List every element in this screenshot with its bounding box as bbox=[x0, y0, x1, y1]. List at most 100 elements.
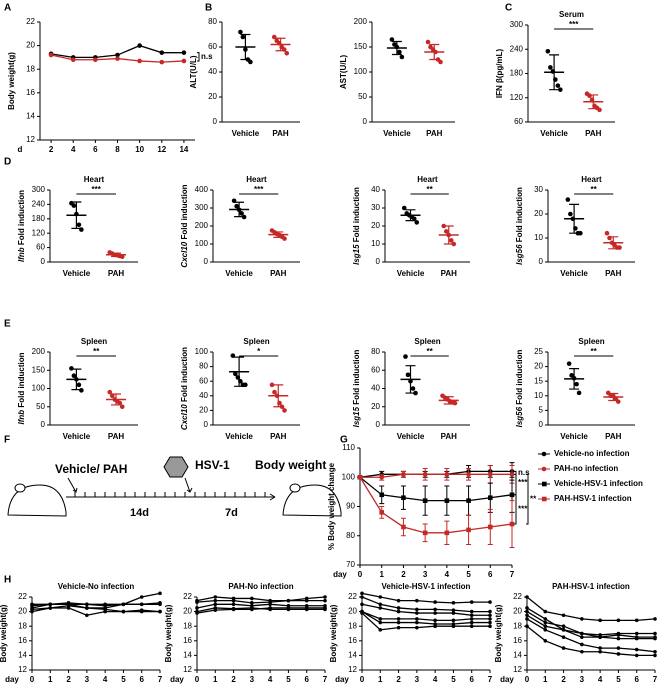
y-tick-label: 80 bbox=[208, 17, 217, 26]
sd-bar bbox=[608, 392, 619, 402]
arrow-end bbox=[269, 493, 276, 501]
data-point bbox=[282, 236, 287, 241]
data-point bbox=[653, 636, 657, 641]
data-point bbox=[433, 624, 437, 628]
x-tick-label: 6 bbox=[469, 675, 474, 684]
y-tick-label: 50 bbox=[358, 92, 367, 101]
legend-label: Vehicle-HSV-1 infection bbox=[554, 479, 643, 488]
x-tick-label: 7 bbox=[158, 675, 163, 684]
y-axis-label: Body weight(g) bbox=[494, 604, 503, 662]
mouse-ear bbox=[14, 483, 26, 493]
y-tick-label: 60 bbox=[208, 42, 217, 51]
y-tick-label: 22 bbox=[18, 592, 27, 601]
data-point bbox=[525, 617, 529, 621]
data-point bbox=[653, 617, 657, 621]
x-tick-label: 1 bbox=[543, 675, 548, 684]
y-tick-label: 100 bbox=[342, 472, 356, 481]
y-tick-label: 16 bbox=[348, 636, 357, 645]
y-tick-label: 16 bbox=[183, 636, 192, 645]
data-point bbox=[401, 472, 406, 477]
y-tick-label: 200 bbox=[195, 221, 209, 230]
data-point bbox=[396, 606, 401, 610]
y-axis-label-text: Fold induction bbox=[352, 187, 361, 242]
mouse-left bbox=[7, 484, 67, 517]
y-tick-label: 16 bbox=[513, 636, 522, 645]
y-axis-label: Cxcl10 Fold induction bbox=[180, 184, 189, 267]
data-point bbox=[399, 54, 405, 60]
series-line bbox=[361, 592, 490, 604]
y-tick-label: 20 bbox=[534, 362, 543, 371]
significance-label: ** bbox=[427, 347, 434, 356]
data-point bbox=[545, 48, 551, 54]
data-point bbox=[466, 498, 471, 503]
x-tick-label: Vehicle bbox=[560, 269, 588, 278]
data-point bbox=[389, 37, 395, 42]
data-point bbox=[580, 635, 584, 639]
y-tick-label: 150 bbox=[32, 365, 46, 374]
data-point bbox=[653, 649, 657, 654]
data-point bbox=[93, 57, 98, 63]
data-point bbox=[451, 601, 456, 605]
significance-label: n.s bbox=[518, 468, 530, 477]
y-tick-label: 0 bbox=[363, 117, 368, 126]
data-point bbox=[604, 230, 610, 236]
y-tick-label: 20 bbox=[26, 41, 35, 50]
x-axis-label: day bbox=[335, 675, 349, 684]
data-point bbox=[415, 625, 419, 630]
data-point bbox=[401, 495, 406, 501]
y-tick-label: 22 bbox=[26, 17, 35, 26]
data-point bbox=[234, 203, 239, 209]
y-tick-label: 100 bbox=[195, 347, 209, 356]
data-point bbox=[543, 639, 548, 643]
y-tick-label: 0 bbox=[376, 420, 381, 429]
y-tick-label: 110 bbox=[342, 443, 355, 452]
x-tick-label: 7 bbox=[488, 675, 493, 684]
y-tick-label: 240 bbox=[32, 200, 46, 209]
y-axis-label-text: AST(U/L) bbox=[339, 55, 348, 90]
y-axis-label-text: Body weight(g) bbox=[494, 604, 503, 662]
data-point bbox=[561, 635, 566, 639]
series-line bbox=[196, 603, 325, 609]
data-point bbox=[139, 602, 144, 607]
legend-marker bbox=[542, 496, 547, 502]
panel-label: H bbox=[4, 575, 11, 586]
y-tick-label: 0 bbox=[213, 117, 218, 126]
data-point bbox=[195, 606, 199, 610]
data-point bbox=[634, 631, 639, 636]
data-point bbox=[422, 498, 428, 503]
series-line bbox=[360, 473, 512, 478]
data-point bbox=[451, 624, 456, 628]
significance-bracket bbox=[197, 52, 200, 62]
y-tick-label: 22 bbox=[513, 592, 522, 601]
sd-bar bbox=[391, 40, 402, 56]
y-tick-label: 60 bbox=[199, 376, 208, 385]
data-point bbox=[469, 617, 474, 621]
y-axis-label-text: Body weight(g) bbox=[329, 604, 338, 662]
x-tick-label: Vehicle bbox=[383, 129, 411, 138]
data-point bbox=[558, 87, 563, 92]
data-point bbox=[396, 609, 401, 614]
data-point bbox=[525, 609, 529, 614]
x-tick-label: 4 bbox=[268, 675, 273, 684]
data-point bbox=[282, 408, 287, 413]
data-point bbox=[580, 642, 584, 647]
data-point bbox=[85, 602, 89, 607]
data-point bbox=[466, 527, 471, 533]
data-point bbox=[548, 65, 553, 70]
x-tick-label: 4 bbox=[103, 675, 108, 684]
y-tick-label: 20 bbox=[371, 402, 380, 411]
y-axis-label: AST(U/L) bbox=[339, 55, 348, 90]
y-tick-label: 12 bbox=[513, 665, 522, 674]
data-point bbox=[360, 602, 364, 607]
data-point bbox=[525, 606, 529, 610]
y-tick-label: 20 bbox=[513, 607, 522, 616]
sd-bar bbox=[569, 368, 580, 390]
y-tick-label: 10 bbox=[534, 233, 543, 242]
data-point bbox=[231, 598, 236, 603]
diagram-label: 7d bbox=[225, 507, 238, 519]
data-point bbox=[396, 617, 401, 621]
data-point bbox=[444, 498, 450, 503]
x-tick-label: 2 bbox=[231, 675, 236, 684]
legend-label: PAH-no infection bbox=[554, 464, 618, 473]
y-axis-label-gene: Cxcl10 bbox=[180, 404, 189, 430]
